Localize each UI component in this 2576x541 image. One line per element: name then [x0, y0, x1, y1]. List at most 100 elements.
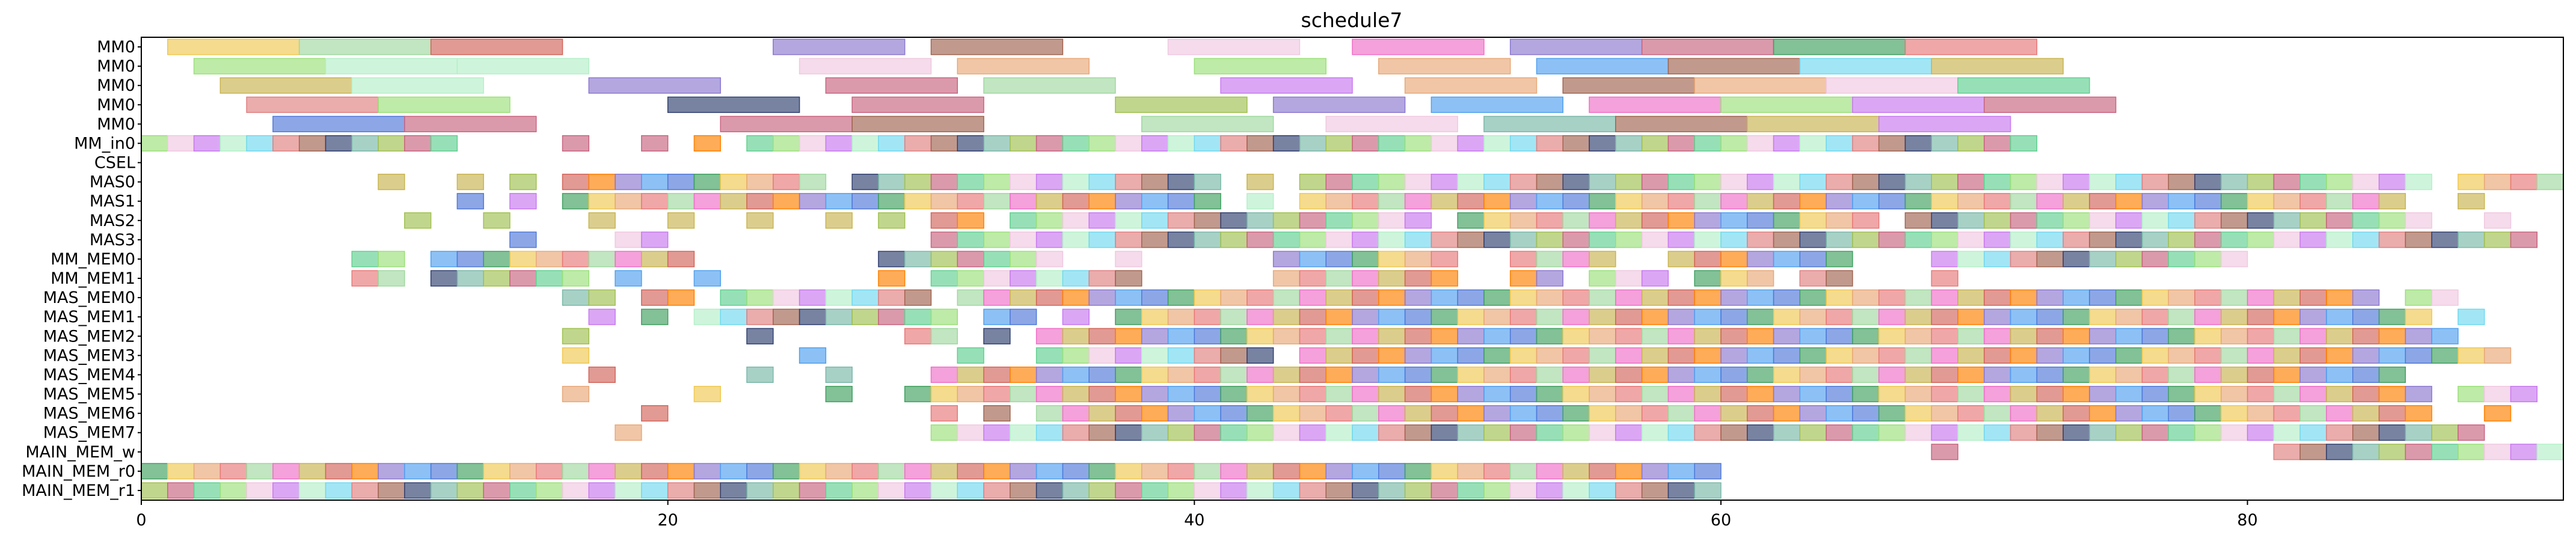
schedule-bar: [2299, 405, 2327, 422]
schedule-bar: [1562, 77, 1695, 94]
schedule-bar: [1062, 135, 1090, 152]
schedule-bar: [1010, 270, 1037, 287]
schedule-bar: [1720, 328, 1748, 344]
schedule-bar: [930, 424, 958, 441]
schedule-bar: [1247, 482, 1274, 499]
schedule-bar: [641, 482, 669, 499]
schedule-bar: [1562, 366, 1590, 384]
schedule-bar: [2405, 328, 2432, 344]
schedule-bar: [1746, 135, 1774, 152]
schedule-bar: [1247, 463, 1274, 480]
schedule-bar: [325, 58, 458, 75]
schedule-bar: [746, 463, 774, 480]
schedule-bar: [1115, 482, 1142, 499]
schedule-bar: [2326, 385, 2354, 403]
schedule-bar: [2036, 424, 2064, 441]
schedule-bar: [1115, 174, 1142, 191]
schedule-bar: [2378, 174, 2406, 191]
schedule-bar: [1141, 385, 1169, 403]
schedule-bar: [1562, 251, 1590, 267]
schedule-bar: [1325, 251, 1353, 267]
schedule-bar: [2194, 308, 2222, 325]
schedule-bar: [2036, 212, 2064, 229]
schedule-bar: [2089, 366, 2117, 384]
schedule-bar: [1220, 231, 1248, 248]
schedule-bar: [851, 96, 984, 113]
schedule-bar: [1483, 328, 1511, 344]
schedule-bar: [2221, 231, 2248, 248]
schedule-bar: [1773, 328, 1801, 344]
schedule-bar: [1878, 347, 1906, 364]
schedule-bar: [2089, 347, 2117, 364]
schedule-bar: [1115, 328, 1142, 344]
schedule-bar: [1088, 212, 1116, 229]
schedule-bar: [615, 174, 642, 191]
schedule-bar: [141, 135, 168, 152]
schedule-bar: [1088, 174, 1116, 191]
schedule-bar: [1378, 366, 1406, 384]
schedule-bar: [1589, 96, 1722, 113]
schedule-bar: [1852, 231, 1880, 248]
y-tick-label: MAS2: [90, 212, 135, 230]
schedule-bar: [2273, 444, 2301, 460]
schedule-bar: [930, 405, 958, 422]
schedule-bar: [1957, 231, 1985, 248]
schedule-bar: [2036, 405, 2064, 422]
schedule-bar: [2458, 308, 2485, 325]
schedule-bar: [404, 463, 432, 480]
schedule-bar: [1457, 385, 1485, 403]
schedule-bar: [2299, 289, 2327, 306]
schedule-bar: [1457, 405, 1485, 422]
schedule-bar: [2062, 251, 2090, 267]
schedule-bar: [378, 135, 405, 152]
schedule-bar: [1562, 193, 1590, 210]
schedule-bar: [1272, 385, 1301, 403]
schedule-bar: [1378, 135, 1406, 152]
y-tick-label: MAS_MEM3: [43, 346, 135, 365]
schedule-bar: [1509, 385, 1538, 403]
schedule-bar: [535, 463, 563, 480]
schedule-bar: [1325, 308, 1353, 325]
schedule-bar: [1299, 463, 1326, 480]
schedule-bar: [1272, 366, 1301, 384]
schedule-bar: [378, 463, 405, 480]
schedule-bar: [1247, 308, 1274, 325]
schedule-bar: [1035, 289, 1064, 306]
schedule-bar: [2458, 444, 2485, 460]
schedule-bar: [1878, 405, 1906, 422]
schedule-bar: [1035, 463, 1064, 480]
schedule-bar: [1325, 347, 1353, 364]
schedule-bar: [1589, 308, 1616, 325]
schedule-bar: [2168, 405, 2195, 422]
schedule-bar: [1589, 251, 1616, 267]
schedule-bar: [2299, 444, 2327, 460]
schedule-bar: [167, 38, 300, 55]
schedule-bar: [1694, 463, 1722, 480]
schedule-bar: [2036, 174, 2064, 191]
schedule-bar: [930, 135, 958, 152]
schedule-bar: [2062, 212, 2090, 229]
schedule-bar: [1984, 366, 2011, 384]
schedule-bar: [1062, 482, 1090, 499]
schedule-bar: [1035, 212, 1064, 229]
schedule-bar: [1641, 270, 1669, 287]
schedule-bar: [2221, 385, 2248, 403]
schedule-bar: [1799, 366, 1827, 384]
schedule-bar: [2062, 385, 2090, 403]
schedule-bar: [2168, 174, 2195, 191]
schedule-bar: [219, 463, 247, 480]
schedule-bar: [1931, 289, 1958, 306]
schedule-bar: [509, 231, 537, 248]
schedule-bar: [1589, 366, 1616, 384]
schedule-bar: [930, 482, 958, 499]
schedule-bar: [1589, 212, 1616, 229]
schedule-bar: [2141, 405, 2170, 422]
schedule-bar: [1720, 174, 1748, 191]
schedule-bar: [2168, 231, 2195, 248]
schedule-bar: [1957, 347, 1985, 364]
schedule-bar: [1931, 212, 1958, 229]
schedule-bar: [2405, 405, 2432, 422]
schedule-bar: [1720, 135, 1748, 152]
schedule-bar: [1773, 193, 1801, 210]
schedule-bar: [404, 212, 432, 229]
